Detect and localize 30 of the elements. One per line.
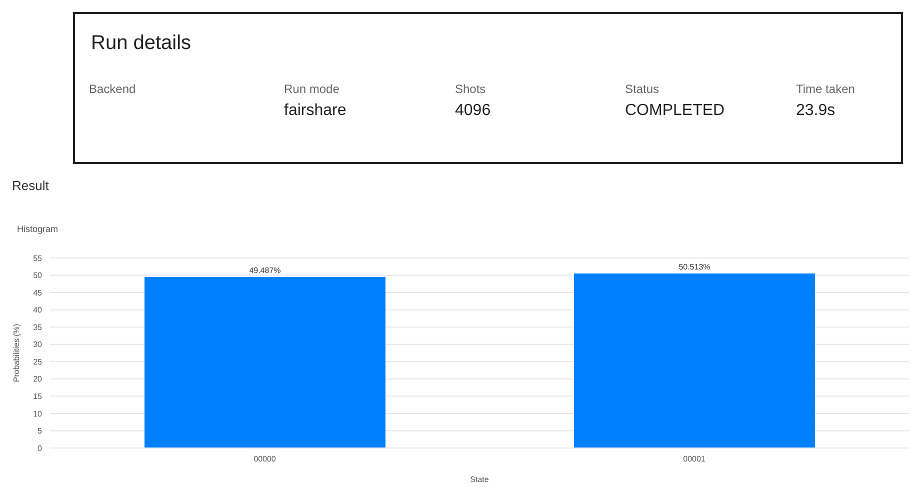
y-tick-label: 40 [33, 306, 43, 315]
text: fairshare [284, 102, 346, 119]
y-tick-label: 50 [33, 271, 43, 280]
data-label: 49.487% [249, 266, 281, 276]
text: Run details [91, 32, 192, 55]
x-tick-label: 00001 [683, 454, 706, 464]
y-tick-label: 15 [33, 392, 43, 402]
y-tick-label: 35 [33, 322, 43, 332]
y-tick-label: 20 [33, 374, 43, 384]
text: COMPLETED [625, 102, 725, 119]
category-label: Status [625, 82, 660, 96]
y-tick-label: 45 [33, 288, 43, 298]
y-tick-label: 5 [38, 426, 43, 436]
y-tick-label: 25 [33, 357, 43, 366]
y-tick-label: 0 [38, 444, 43, 453]
text: 23.9s [796, 102, 836, 119]
text: 4096 [455, 102, 491, 119]
y-tick-label: 10 [33, 409, 43, 418]
y-tick-label: 30 [33, 340, 43, 350]
x-axis-title: State [470, 475, 490, 484]
category-label: Shots [455, 82, 487, 96]
chart-title: Result [12, 178, 49, 193]
y-axis-title: Probabilities (%) [12, 324, 21, 382]
chart-subtitle: Histogram [17, 224, 58, 234]
category-label: Backend [89, 82, 136, 96]
y-tick-label: 55 [33, 254, 43, 263]
category-label: Run mode [284, 82, 340, 96]
x-tick-label: 00000 [254, 454, 276, 464]
category-label: Time taken [796, 82, 855, 96]
data-label: 50.513% [678, 262, 710, 272]
